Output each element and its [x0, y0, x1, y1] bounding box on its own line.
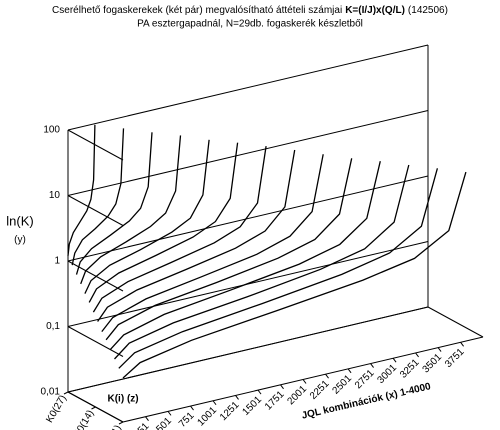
x-tick-label: 1501	[241, 394, 265, 418]
z-tick	[91, 406, 96, 410]
x-tick-label: 2001	[286, 383, 310, 407]
x-tick	[347, 368, 352, 374]
x-tick	[235, 395, 239, 400]
grid-line	[67, 175, 429, 262]
y-axis-label: ln(K)	[6, 213, 33, 228]
y-tick-label: 0,01	[41, 387, 61, 398]
z-tick-label: K0(14)	[72, 408, 97, 430]
title-formula: K=(I/J)x(Q/L)	[345, 5, 405, 16]
x-tick	[212, 400, 217, 406]
series-line	[80, 135, 182, 285]
z-tick-label: K0(1)	[102, 423, 124, 430]
x-tick-label: 2501	[331, 373, 355, 397]
y-axis-sublabel: (y)	[14, 235, 26, 246]
series-line	[114, 164, 410, 360]
series-line	[101, 154, 324, 332]
z-tick	[118, 421, 124, 425]
x-tick	[302, 379, 307, 384]
y-tick-label: 0,1	[46, 321, 60, 332]
x-tick-label: 501	[154, 415, 174, 430]
grid-line	[67, 326, 124, 357]
chart-title: Cserélhető fogaskerekek (két pár) megval…	[52, 5, 448, 16]
grid-line	[67, 306, 429, 393]
axis-edge	[122, 336, 484, 423]
x-tick	[370, 363, 374, 368]
series-line	[71, 128, 125, 266]
grid-line	[67, 129, 124, 161]
x-tick	[257, 389, 262, 395]
x-tick	[167, 411, 172, 416]
x-tick	[392, 357, 397, 363]
x-tick-label: 2251	[308, 378, 332, 402]
grid-line	[67, 260, 124, 292]
z-tick-label: K0(27)	[44, 393, 69, 424]
x-tick	[437, 347, 442, 352]
series-line	[67, 124, 96, 256]
x-tick	[145, 416, 149, 421]
series-line	[92, 146, 267, 313]
title-code: (142506)	[408, 5, 448, 16]
x-tick-label: 751	[177, 410, 197, 430]
series-line	[75, 132, 153, 275]
y-tick-label: 10	[49, 190, 61, 201]
y-tick-label: 100	[43, 125, 60, 136]
x-tick-label: 3751	[443, 346, 467, 370]
z-tick	[63, 391, 69, 395]
series-line	[88, 142, 239, 303]
z-axis-label: K(i) (z)	[108, 394, 139, 405]
x-tick-label: 251	[132, 421, 152, 430]
x-tick-label: 2751	[353, 367, 377, 391]
series-line	[122, 171, 467, 379]
grid-line	[67, 195, 124, 226]
x-tick-label: 3251	[398, 357, 422, 381]
series-line	[118, 168, 439, 369]
grid-line	[67, 44, 429, 131]
x-tick	[190, 405, 194, 411]
title-text: Cserélhető fogaskerekek (két pár) megval…	[52, 5, 342, 16]
y-tick-label: 1	[54, 256, 60, 267]
x-tick-label: 1751	[263, 389, 287, 413]
x-tick	[280, 384, 284, 390]
grid-line	[67, 110, 429, 196]
x-tick	[415, 352, 419, 358]
x-tick-label: 3501	[421, 352, 445, 376]
x-tick-label: 1251	[218, 399, 242, 423]
series-line	[97, 149, 296, 322]
series-line	[84, 139, 210, 294]
x-tick	[325, 373, 329, 379]
x-tick-label: 3001	[376, 362, 400, 386]
axis-edge	[427, 306, 484, 338]
x-tick	[460, 341, 464, 347]
chart-subtitle: PA esztergapadnál, N=29db. fogaskerék ké…	[137, 19, 363, 30]
x-tick-label: 1001	[195, 405, 219, 429]
series-line	[109, 161, 381, 351]
series-line	[105, 158, 353, 341]
